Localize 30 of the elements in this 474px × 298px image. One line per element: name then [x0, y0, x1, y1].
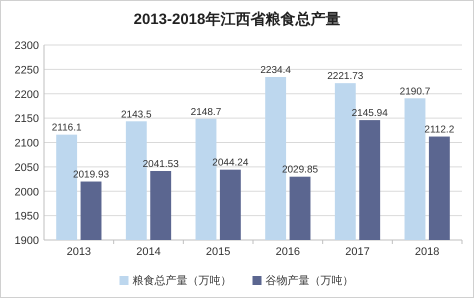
x-tick-label: 2016 — [276, 246, 300, 258]
y-tick-label: 2300 — [14, 40, 39, 52]
y-tick-label: 2000 — [14, 186, 39, 198]
data-label: 2041.53 — [142, 159, 180, 170]
x-tick-label: 2017 — [345, 246, 370, 258]
y-tick-label: 2100 — [14, 138, 39, 150]
data-label: 2234.4 — [260, 64, 292, 76]
data-label: 2116.1 — [52, 122, 82, 134]
y-tick-label: 2250 — [14, 64, 39, 76]
y-tick-label: 1950 — [14, 210, 39, 223]
y-tick-label: 1900 — [14, 235, 39, 247]
x-tick-label: 2018 — [414, 246, 440, 258]
data-label: 2112.2 — [424, 124, 455, 136]
legend-label: 粮食总产量（万吨） — [132, 274, 232, 287]
data-label: 2019.93 — [72, 170, 110, 181]
y-tick-label: 2150 — [14, 113, 39, 126]
y-tick-label: 2200 — [14, 88, 39, 101]
data-label: 2143.5 — [121, 109, 152, 120]
data-label: 2029.85 — [282, 164, 319, 176]
y-tick-label: 2050 — [14, 162, 39, 174]
legend-label: 谷物产量（万吨） — [266, 274, 354, 287]
data-label: 2221.73 — [327, 71, 364, 82]
x-tick-label: 2015 — [206, 246, 230, 258]
data-label: 2148.7 — [190, 106, 222, 118]
data-label: 2044.24 — [212, 158, 249, 169]
data-label: 2145.94 — [352, 108, 388, 120]
data-label: 2190.7 — [400, 86, 431, 98]
chart-title: 2013-2018年江西省粮食总产量 — [134, 11, 340, 28]
x-tick-label: 2014 — [136, 246, 161, 258]
x-tick-label: 2013 — [66, 246, 92, 258]
